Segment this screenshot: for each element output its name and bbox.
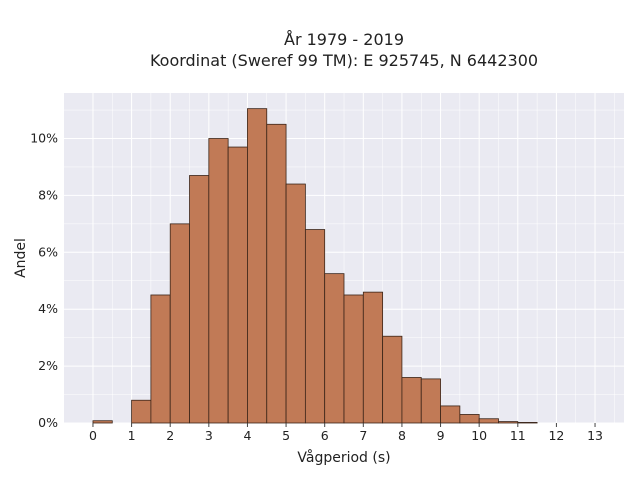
histogram-bar	[517, 422, 538, 424]
histogram-bar	[498, 421, 519, 424]
histogram-bar	[247, 108, 268, 424]
histogram-bar	[324, 273, 345, 424]
y-tick-label: 6%	[38, 244, 58, 259]
x-tick-label: 0	[89, 428, 97, 443]
histogram-bar	[440, 405, 461, 424]
chart-title-line-1: År 1979 - 2019	[284, 30, 404, 49]
x-tick-label: 13	[587, 428, 603, 443]
histogram-bar	[478, 418, 499, 424]
x-axis-label: Vågperiod (s)	[297, 449, 390, 466]
x-tick-label: 10	[471, 428, 487, 443]
histogram-bar	[362, 291, 384, 424]
histogram-bar	[304, 229, 326, 424]
x-tick-label: 1	[128, 428, 136, 443]
x-tick-label: 7	[359, 428, 367, 443]
y-tick-label: 0%	[38, 415, 58, 430]
histogram-bar	[227, 146, 248, 424]
y-axis-ticks: 0% 2% 4% 6% 8% 10%	[30, 131, 58, 430]
histogram-bar	[150, 294, 171, 424]
x-tick-label: 9	[437, 428, 445, 443]
x-tick-label: 3	[205, 428, 213, 443]
x-tick-label: 11	[510, 428, 526, 443]
histogram-bar	[189, 175, 210, 424]
histogram-bar	[382, 335, 403, 424]
histogram-bar	[459, 414, 480, 424]
histogram-bar	[208, 138, 229, 424]
x-tick-label: 2	[166, 428, 174, 443]
histogram-bar	[266, 123, 287, 424]
y-axis-label: Andel	[13, 238, 29, 278]
x-axis-ticks: 0 1 2 3 4 5 6 7 8 9 10 11 12 13	[89, 423, 603, 443]
histogram-bar	[285, 183, 306, 424]
x-tick-label: 6	[321, 428, 329, 443]
histogram-bar	[169, 223, 190, 424]
histogram-bar	[401, 377, 422, 424]
histogram-bars	[92, 108, 538, 424]
chart-title-line-2: Koordinat (Sweref 99 TM): E 925745, N 64…	[150, 51, 538, 70]
histogram-bar	[420, 378, 441, 424]
histogram-bar	[92, 420, 113, 424]
y-tick-label: 10%	[30, 131, 58, 146]
x-tick-label: 12	[548, 428, 564, 443]
y-tick-label: 4%	[38, 301, 58, 316]
x-tick-label: 8	[398, 428, 406, 443]
x-tick-label: 4	[243, 428, 251, 443]
histogram-bar	[131, 399, 152, 424]
histogram-bar	[343, 294, 364, 424]
x-tick-label: 5	[282, 428, 290, 443]
y-tick-label: 8%	[38, 187, 58, 202]
y-tick-label: 2%	[38, 358, 58, 373]
